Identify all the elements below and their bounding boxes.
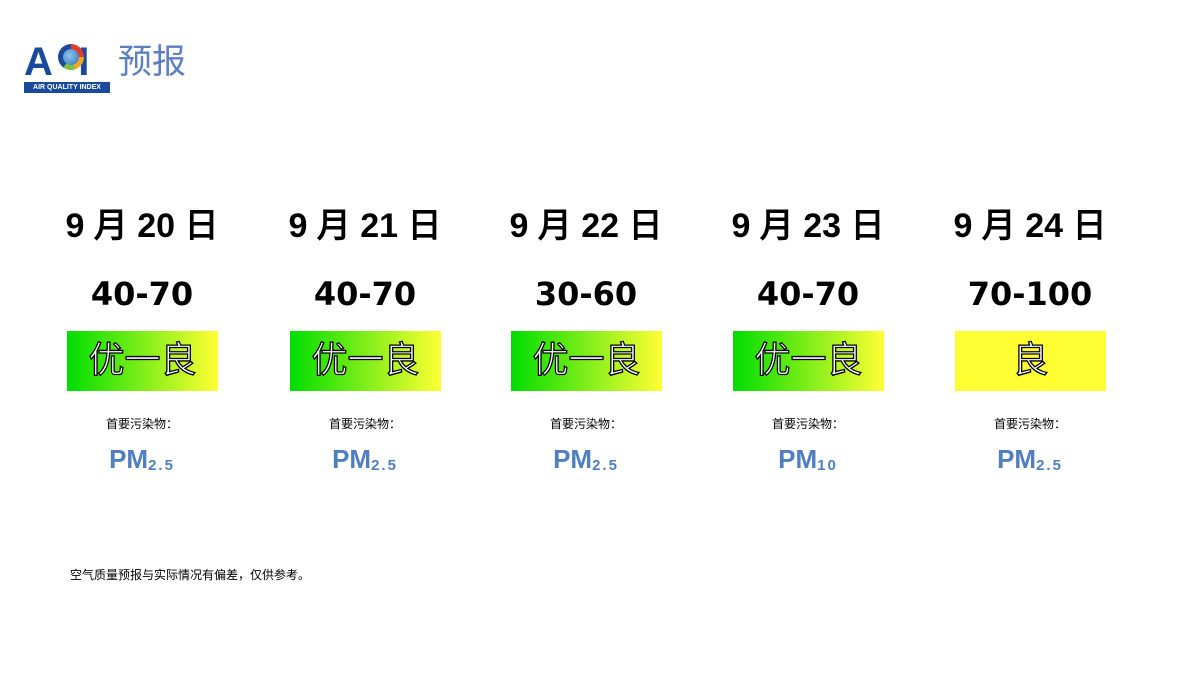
aqi-range: 40-70: [313, 275, 417, 313]
aqi-range: 40-70: [756, 275, 860, 313]
pollutant-subscript: 2.5: [148, 457, 175, 474]
pollutant-name: PM: [778, 444, 818, 474]
pollutant-label: 首要污染物：: [993, 417, 1066, 431]
pollutant-label: 首要污染物：: [328, 417, 401, 431]
pollutant-label: 首要污染物：: [105, 417, 178, 431]
aqi-level-badge: 优一良: [290, 331, 441, 391]
aqi-level-badge: 优一良: [511, 331, 662, 391]
pollutant-subscript: 2.5: [1036, 457, 1063, 474]
forecast-date: 9 月 20 日: [65, 207, 219, 245]
forecast-date: 9 月 21 日: [288, 207, 442, 245]
primary-pollutant: PM2.5: [42, 442, 242, 483]
forecast-date: 9 月 22 日: [509, 207, 663, 245]
forecast-date: 9 月 24 日: [953, 207, 1107, 245]
aqi-level-badge: 优一良: [733, 331, 884, 391]
primary-pollutant: PM2.5: [486, 442, 686, 483]
pollutant-subscript: 2.5: [371, 457, 398, 474]
primary-pollutant: PM2.5: [265, 442, 465, 483]
aqi-level-badge: 优一良: [67, 331, 218, 391]
pollutant-name: PM: [332, 444, 372, 474]
primary-pollutant: PM2.5: [930, 442, 1130, 483]
aqi-range: 40-70: [90, 275, 194, 313]
pollutant-label: 首要污染物：: [549, 417, 622, 431]
logo-subtext: AIR QUALITY INDEX: [24, 82, 110, 93]
pollutant-label: 首要污染物：: [771, 417, 844, 431]
pollutant-name: PM: [997, 444, 1037, 474]
primary-pollutant: PM10: [708, 442, 908, 483]
disclaimer-note: 空气质量预报与实际情况有偏差，仅供参考。: [70, 568, 311, 582]
globe-icon: [58, 44, 84, 70]
forecast-date: 9 月 23 日: [731, 207, 885, 245]
aqi-range: 30-60: [534, 275, 638, 313]
aqi-logo: A I AIR QUALITY INDEX: [24, 40, 114, 95]
pollutant-name: PM: [109, 444, 149, 474]
pollutant-subscript: 2.5: [592, 457, 619, 474]
aqi-range: 70-100: [967, 275, 1093, 313]
page-title: 预报: [118, 42, 186, 82]
pollutant-name: PM: [553, 444, 593, 474]
aqi-level-badge: 良: [955, 331, 1106, 391]
pollutant-subscript: 10: [817, 457, 838, 474]
